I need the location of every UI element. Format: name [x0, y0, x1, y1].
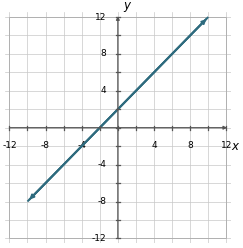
Text: x: x — [232, 140, 239, 153]
Text: -12: -12 — [91, 234, 106, 243]
Text: 4: 4 — [151, 141, 157, 150]
Text: 4: 4 — [100, 86, 106, 95]
Text: 8: 8 — [100, 49, 106, 59]
Text: 12: 12 — [221, 141, 232, 150]
Text: -8: -8 — [97, 197, 106, 206]
Text: -12: -12 — [2, 141, 17, 150]
Text: -4: -4 — [97, 160, 106, 169]
Text: 8: 8 — [187, 141, 193, 150]
Text: 12: 12 — [95, 12, 106, 22]
Text: -4: -4 — [77, 141, 86, 150]
Text: -8: -8 — [41, 141, 50, 150]
Text: y: y — [123, 0, 130, 12]
